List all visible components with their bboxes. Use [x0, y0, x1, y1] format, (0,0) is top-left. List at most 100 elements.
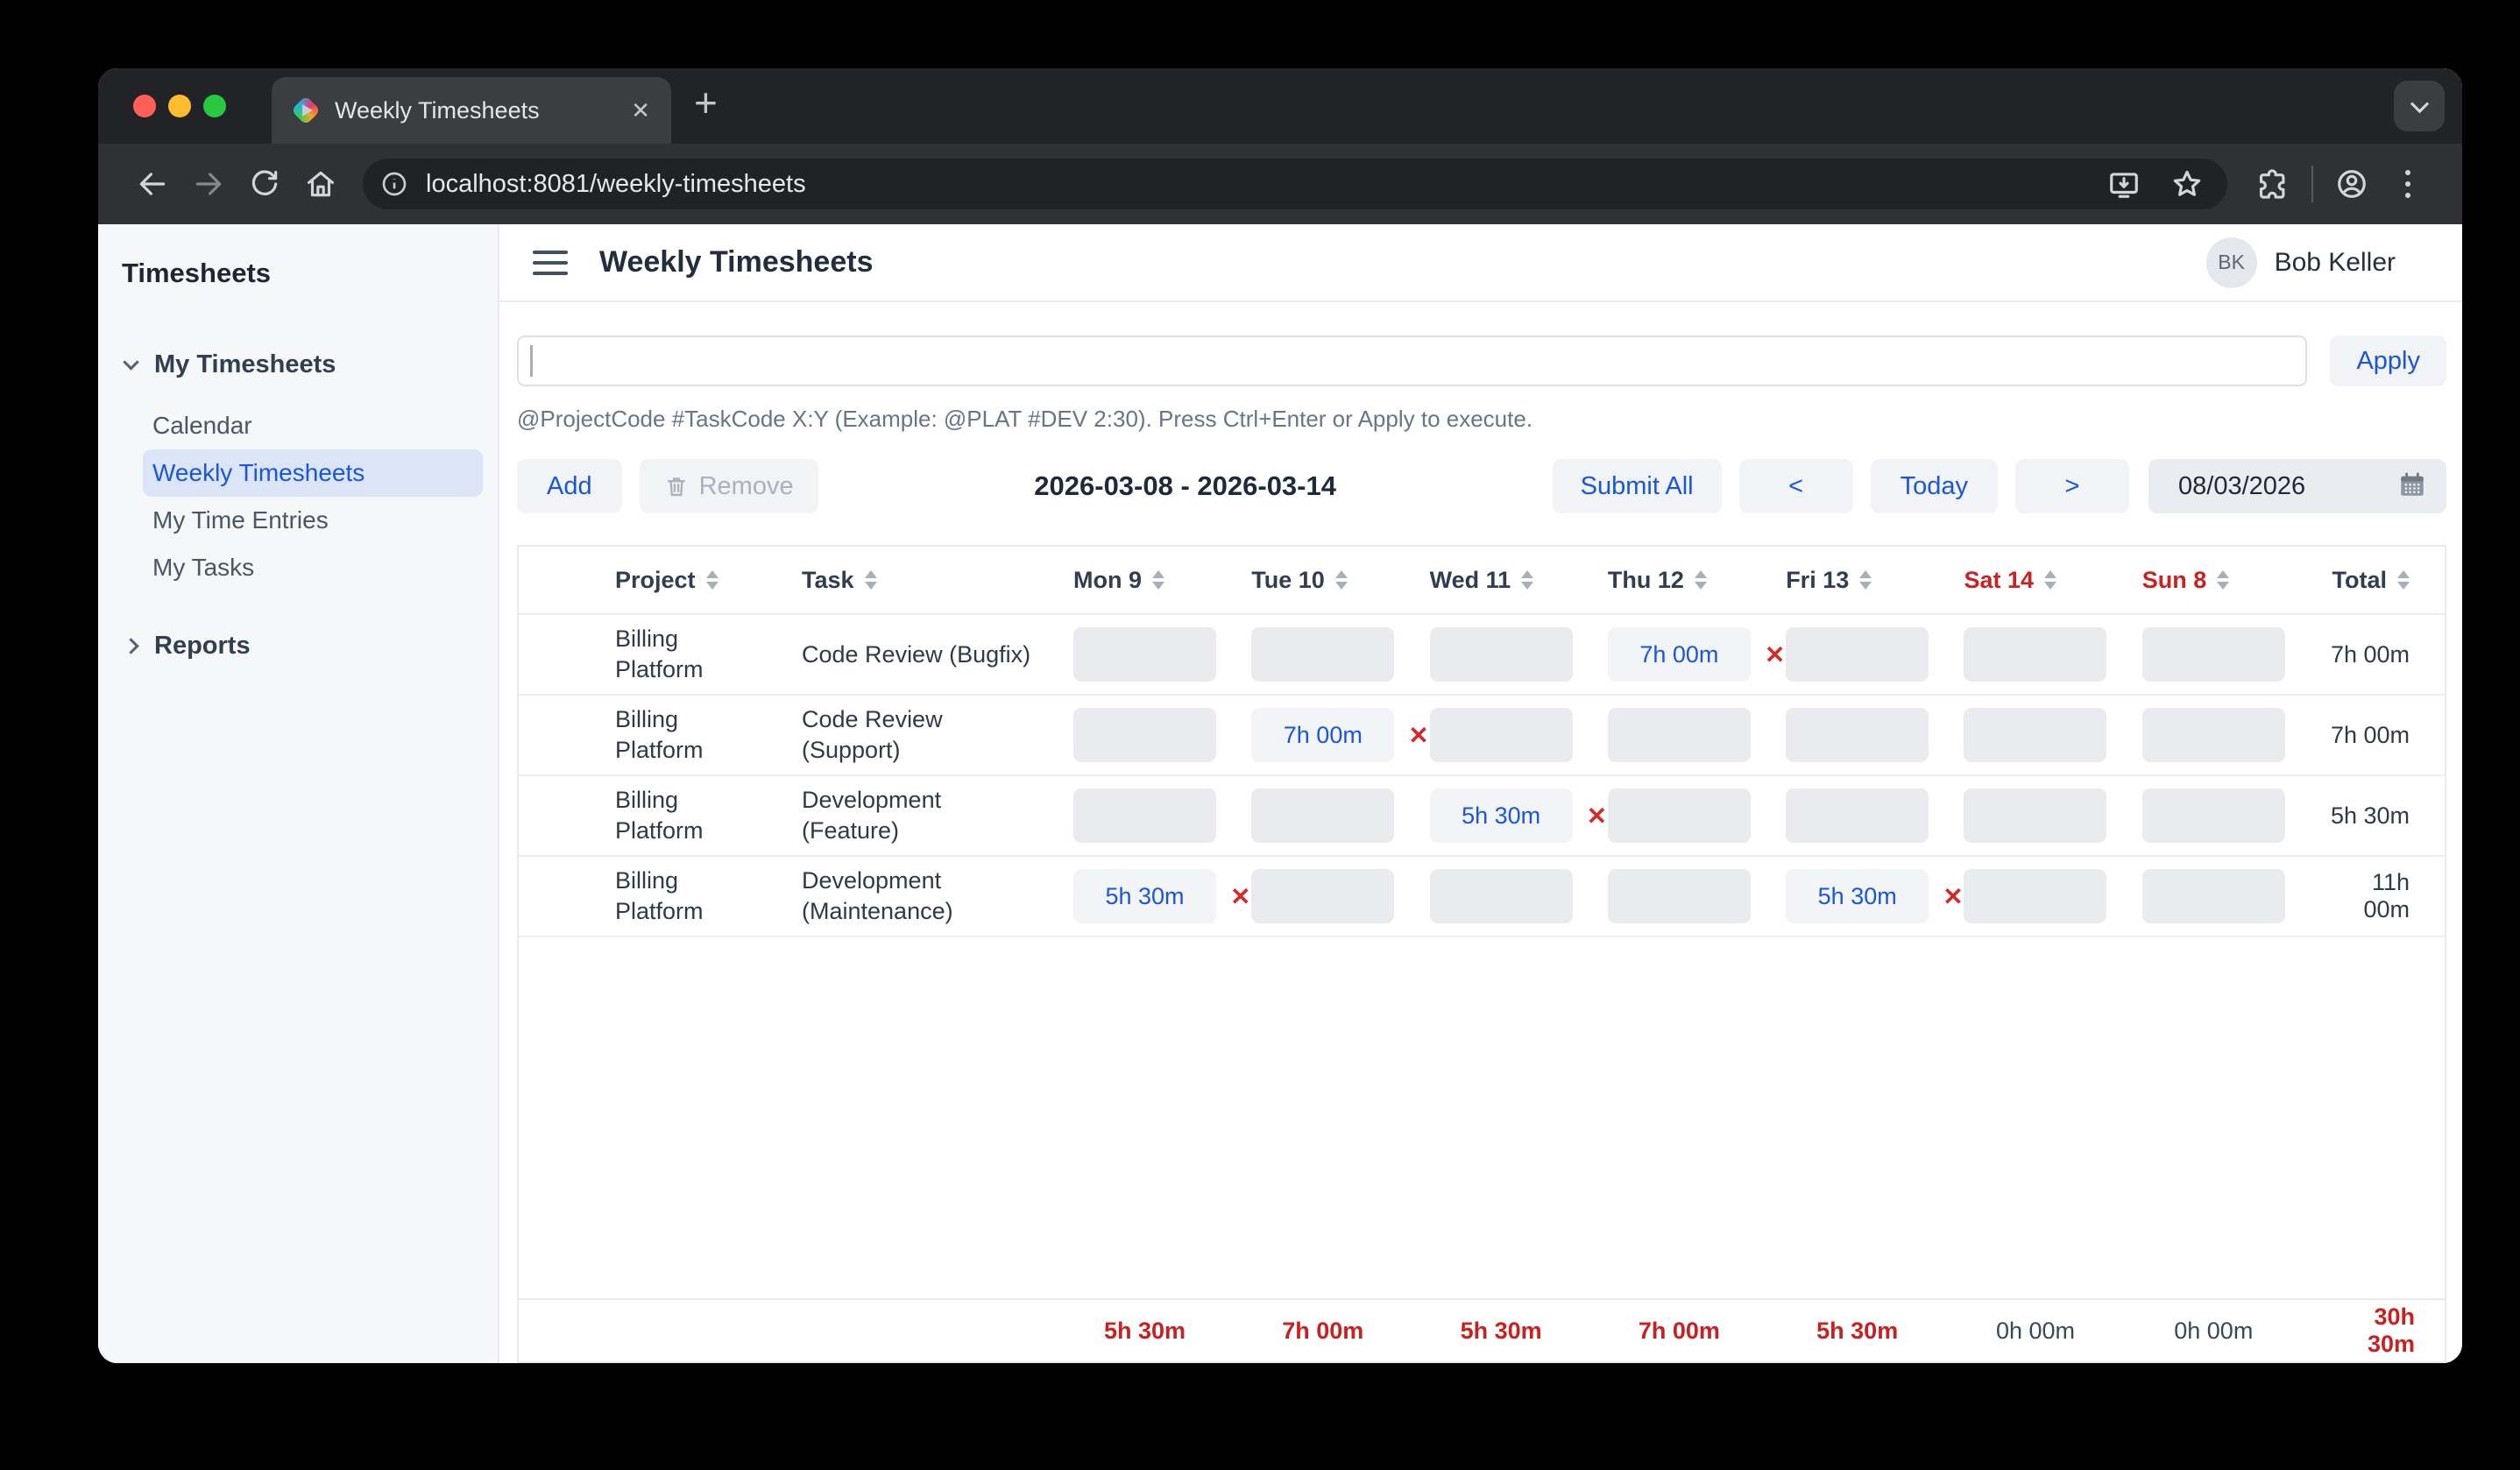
sort-icon[interactable] [1152, 570, 1164, 590]
apply-button[interactable]: Apply [2330, 336, 2446, 386]
column-header-mon[interactable]: Mon 9 [1073, 567, 1251, 594]
time-entry-value[interactable]: 5h 30m [1105, 882, 1185, 909]
time-entry-value[interactable]: 7h 00m [1283, 721, 1363, 748]
time-cell[interactable]: 7h 00m ✕ [1251, 708, 1429, 762]
sort-icon[interactable] [2397, 570, 2410, 590]
add-row-button[interactable]: Add [517, 459, 622, 513]
home-button[interactable] [293, 156, 349, 212]
time-cell[interactable]: ✕ [1607, 708, 1786, 762]
browser-tab[interactable]: Weekly Timesheets ✕ [272, 77, 671, 144]
delete-entry-icon[interactable]: ✕ [1230, 882, 1251, 910]
reload-button[interactable] [237, 156, 293, 212]
column-header-sat[interactable]: Sat 14 [1964, 567, 2141, 594]
sort-icon[interactable] [2044, 570, 2056, 590]
column-header-total[interactable]: Total [2320, 567, 2445, 594]
time-cell[interactable]: ✕ [2141, 627, 2320, 682]
footer-total-fri: 5h 30m [1816, 1317, 1899, 1344]
new-tab-button[interactable]: + [694, 80, 718, 125]
time-entry-value[interactable]: 7h 00m [1639, 640, 1719, 668]
table-footer-row: 5h 30m 7h 00m 5h 30m 7h 00m 5h 30m 0h 00… [519, 1298, 2445, 1361]
extensions-icon[interactable] [2245, 156, 2301, 212]
sort-icon[interactable] [1859, 570, 1872, 590]
forward-button[interactable] [181, 156, 237, 212]
time-cell[interactable]: ✕ [1786, 708, 1964, 762]
delete-entry-icon[interactable]: ✕ [1943, 882, 1964, 910]
footer-grand-total: 30h 30m [2367, 1304, 2415, 1357]
user-chip[interactable]: BK Bob Keller [2205, 237, 2396, 288]
time-cell[interactable]: 5h 30m ✕ [1786, 869, 1964, 923]
command-input[interactable] [517, 336, 2308, 386]
tab-search-chevron-button[interactable] [2394, 81, 2445, 131]
prev-week-button[interactable]: < [1738, 459, 1853, 513]
column-header-thu[interactable]: Thu 12 [1608, 567, 1786, 594]
column-header-task[interactable]: Task [773, 565, 1036, 596]
close-window-button[interactable] [133, 95, 156, 117]
address-bar[interactable]: localhost:8081/weekly-timesheets [363, 159, 2227, 209]
sort-icon[interactable] [865, 570, 877, 590]
time-entry-value[interactable]: 5h 30m [1817, 882, 1897, 909]
next-week-button[interactable]: > [2015, 459, 2129, 513]
delete-entry-icon[interactable]: ✕ [1586, 802, 1608, 830]
time-cell[interactable]: ✕ [1786, 627, 1964, 682]
sidebar-group-reports[interactable]: Reports [120, 632, 478, 661]
column-header-fri[interactable]: Fri 13 [1786, 567, 1964, 594]
window-controls [133, 95, 226, 117]
column-header-wed[interactable]: Wed 11 [1430, 567, 1608, 594]
time-cell[interactable]: ✕ [1964, 627, 2141, 682]
delete-entry-icon[interactable]: ✕ [1408, 721, 1429, 749]
url-text[interactable]: localhost:8081/weekly-timesheets [426, 169, 806, 198]
time-cell[interactable]: 5h 30m ✕ [1429, 788, 1608, 843]
profile-icon[interactable] [2324, 156, 2380, 212]
menu-hamburger-icon[interactable] [533, 250, 568, 275]
time-cell[interactable]: ✕ [1607, 788, 1786, 843]
time-cell[interactable]: ✕ [1073, 708, 1251, 762]
time-entry-value[interactable]: 5h 30m [1462, 802, 1541, 829]
sort-icon[interactable] [1335, 570, 1348, 590]
time-cell[interactable]: ✕ [1251, 788, 1429, 843]
time-cell[interactable]: ✕ [1607, 869, 1786, 923]
today-button[interactable]: Today [1870, 459, 1998, 513]
sidebar-item-calendar[interactable]: Calendar [152, 412, 252, 439]
time-cell[interactable]: ✕ [1251, 627, 1429, 682]
time-cell[interactable]: ✕ [1964, 788, 2141, 843]
sidebar-item-weekly-timesheets[interactable]: Weekly Timesheets [143, 449, 483, 497]
time-cell[interactable]: ✕ [1429, 708, 1608, 762]
sort-icon[interactable] [1695, 570, 1707, 590]
time-cell[interactable]: ✕ [2141, 788, 2320, 843]
sort-icon[interactable] [706, 570, 718, 590]
tab-close-icon[interactable]: ✕ [631, 97, 650, 124]
bookmark-star-icon[interactable] [2159, 156, 2215, 212]
sidebar-item-my-time-entries[interactable]: My Time Entries [152, 506, 329, 534]
calendar-icon[interactable] [2397, 470, 2427, 504]
time-cell[interactable]: ✕ [1964, 869, 2141, 923]
delete-entry-icon[interactable]: ✕ [1764, 640, 1786, 668]
time-cell[interactable]: ✕ [1429, 869, 1608, 923]
column-header-project[interactable]: Project [587, 565, 762, 596]
minimize-window-button[interactable] [168, 95, 191, 117]
sidebar-item-my-tasks[interactable]: My Tasks [152, 554, 255, 581]
time-cell[interactable]: ✕ [1073, 788, 1251, 843]
time-cell[interactable]: ✕ [1073, 627, 1251, 682]
time-cell[interactable]: ✕ [1251, 869, 1429, 923]
row-total: 7h 00m [2330, 721, 2410, 748]
sort-icon[interactable] [1521, 570, 1533, 590]
column-header-tue[interactable]: Tue 10 [1251, 567, 1429, 594]
time-cell[interactable]: ✕ [1786, 788, 1964, 843]
time-cell[interactable]: ✕ [2141, 869, 2320, 923]
site-info-icon[interactable] [375, 165, 414, 203]
sidebar-group-my-timesheets[interactable]: My Timesheets [120, 350, 478, 379]
time-cell[interactable]: ✕ [1964, 708, 2141, 762]
submit-all-button[interactable]: Submit All [1552, 459, 1722, 513]
sort-icon[interactable] [2217, 570, 2229, 590]
time-cell[interactable]: 7h 00m ✕ [1607, 627, 1786, 682]
install-app-icon[interactable] [2096, 156, 2152, 212]
time-cell[interactable]: ✕ [1429, 627, 1608, 682]
zoom-window-button[interactable] [203, 95, 226, 117]
back-button[interactable] [124, 156, 181, 212]
date-picker-field[interactable]: 08/03/2026 [2148, 459, 2446, 513]
browser-menu-icon[interactable] [2380, 156, 2436, 212]
column-header-sun[interactable]: Sun 8 [2142, 567, 2320, 594]
time-cell[interactable]: ✕ [2141, 708, 2320, 762]
time-cell[interactable]: 5h 30m ✕ [1073, 869, 1251, 923]
remove-row-button[interactable]: Remove [639, 459, 818, 513]
